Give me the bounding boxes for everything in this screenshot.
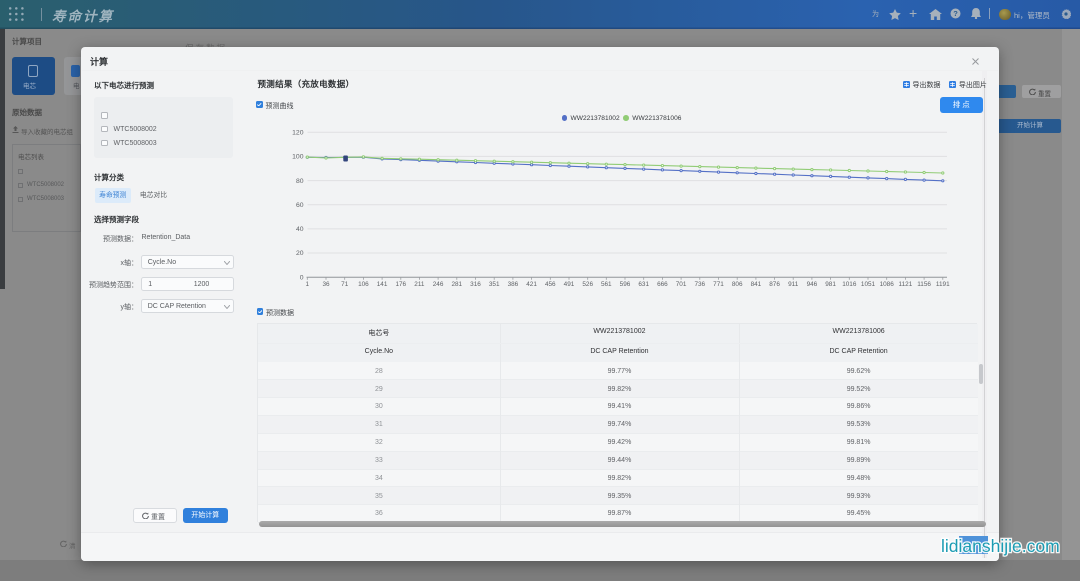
svg-text:456: 456 [545,281,556,288]
svg-text:701: 701 [676,281,687,288]
svg-text:596: 596 [620,281,631,288]
svg-text:40: 40 [296,226,304,233]
svg-text:0: 0 [300,274,304,281]
svg-text:526: 526 [582,281,593,288]
svg-text:80: 80 [296,178,304,185]
svg-text:911: 911 [788,281,799,288]
svg-text:1156: 1156 [917,281,931,288]
svg-text:316: 316 [470,281,481,288]
svg-text:1191: 1191 [936,281,950,288]
svg-text:20: 20 [296,250,304,257]
svg-text:211: 211 [414,281,425,288]
svg-text:666: 666 [657,281,668,288]
svg-text:771: 771 [713,281,724,288]
svg-text:1086: 1086 [880,281,895,288]
svg-text:106: 106 [358,281,369,288]
svg-text:806: 806 [732,281,743,288]
svg-text:1: 1 [306,281,310,288]
svg-text:246: 246 [433,281,444,288]
svg-text:561: 561 [601,281,612,288]
svg-text:1016: 1016 [842,281,857,288]
svg-text:736: 736 [694,281,705,288]
svg-text:36: 36 [322,281,330,288]
svg-text:351: 351 [489,281,500,288]
svg-text:100: 100 [292,154,304,161]
svg-text:491: 491 [564,281,575,288]
svg-text:946: 946 [807,281,818,288]
svg-text:1051: 1051 [861,281,876,288]
svg-text:421: 421 [526,281,537,288]
svg-text:386: 386 [508,281,519,288]
svg-text:176: 176 [395,281,406,288]
svg-text:981: 981 [825,281,836,288]
svg-text:1121: 1121 [899,281,913,288]
svg-text:?: ? [953,9,958,18]
svg-text:120: 120 [292,130,304,137]
svg-text:71: 71 [341,281,349,288]
svg-text:841: 841 [751,281,762,288]
svg-text:141: 141 [377,281,388,288]
svg-text:281: 281 [451,281,462,288]
svg-text:60: 60 [296,202,304,209]
svg-text:876: 876 [769,281,780,288]
svg-text:631: 631 [638,281,649,288]
